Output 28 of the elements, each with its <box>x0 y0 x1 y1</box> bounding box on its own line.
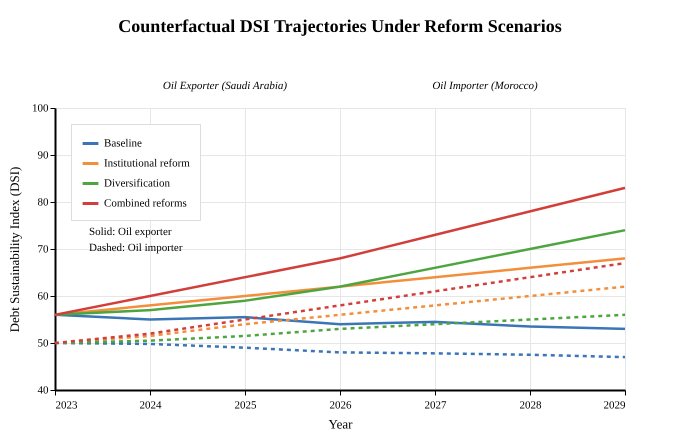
legend-label: Diversification <box>104 178 170 190</box>
legend-label: Baseline <box>104 138 142 150</box>
y-axis-title: Debt Sustainability Index (DSI) <box>7 166 22 332</box>
legend-label: Combined reforms <box>104 198 187 210</box>
chart-title: Counterfactual DSI Trajectories Under Reform Scenarios <box>118 16 562 36</box>
x-tick-label: 2029 <box>604 400 626 412</box>
y-tick-label: 80 <box>38 196 49 208</box>
y-tick-label: 90 <box>38 150 49 162</box>
y-tick-label: 50 <box>38 338 49 350</box>
x-tick-label: 2027 <box>424 400 447 412</box>
y-tick-label: 100 <box>32 102 49 114</box>
annotation: Dashed: Oil importer <box>89 242 183 254</box>
annotation: Solid: Oil exporter <box>89 226 172 238</box>
x-tick-label: 2024 <box>140 400 162 412</box>
y-tick-label: 70 <box>38 244 49 256</box>
text: Oil Exporter (Saudi Arabia) <box>162 80 288 92</box>
line-series <box>54 342 626 358</box>
line-series <box>54 186 626 316</box>
x-tick-label: 2026 <box>330 400 352 412</box>
x-axis-title: Year <box>328 416 354 432</box>
text: Oil Importer (Morocco) <box>432 80 538 92</box>
x-tick-label: 2025 <box>234 400 257 412</box>
legend-label: Institutional reform <box>104 158 190 170</box>
y-tick-label: 60 <box>38 290 49 302</box>
y-tick-label: 40 <box>38 384 49 396</box>
x-tick-label: 2023 <box>56 400 78 412</box>
x-tick-label: 2028 <box>520 400 542 412</box>
line-series <box>54 228 626 316</box>
